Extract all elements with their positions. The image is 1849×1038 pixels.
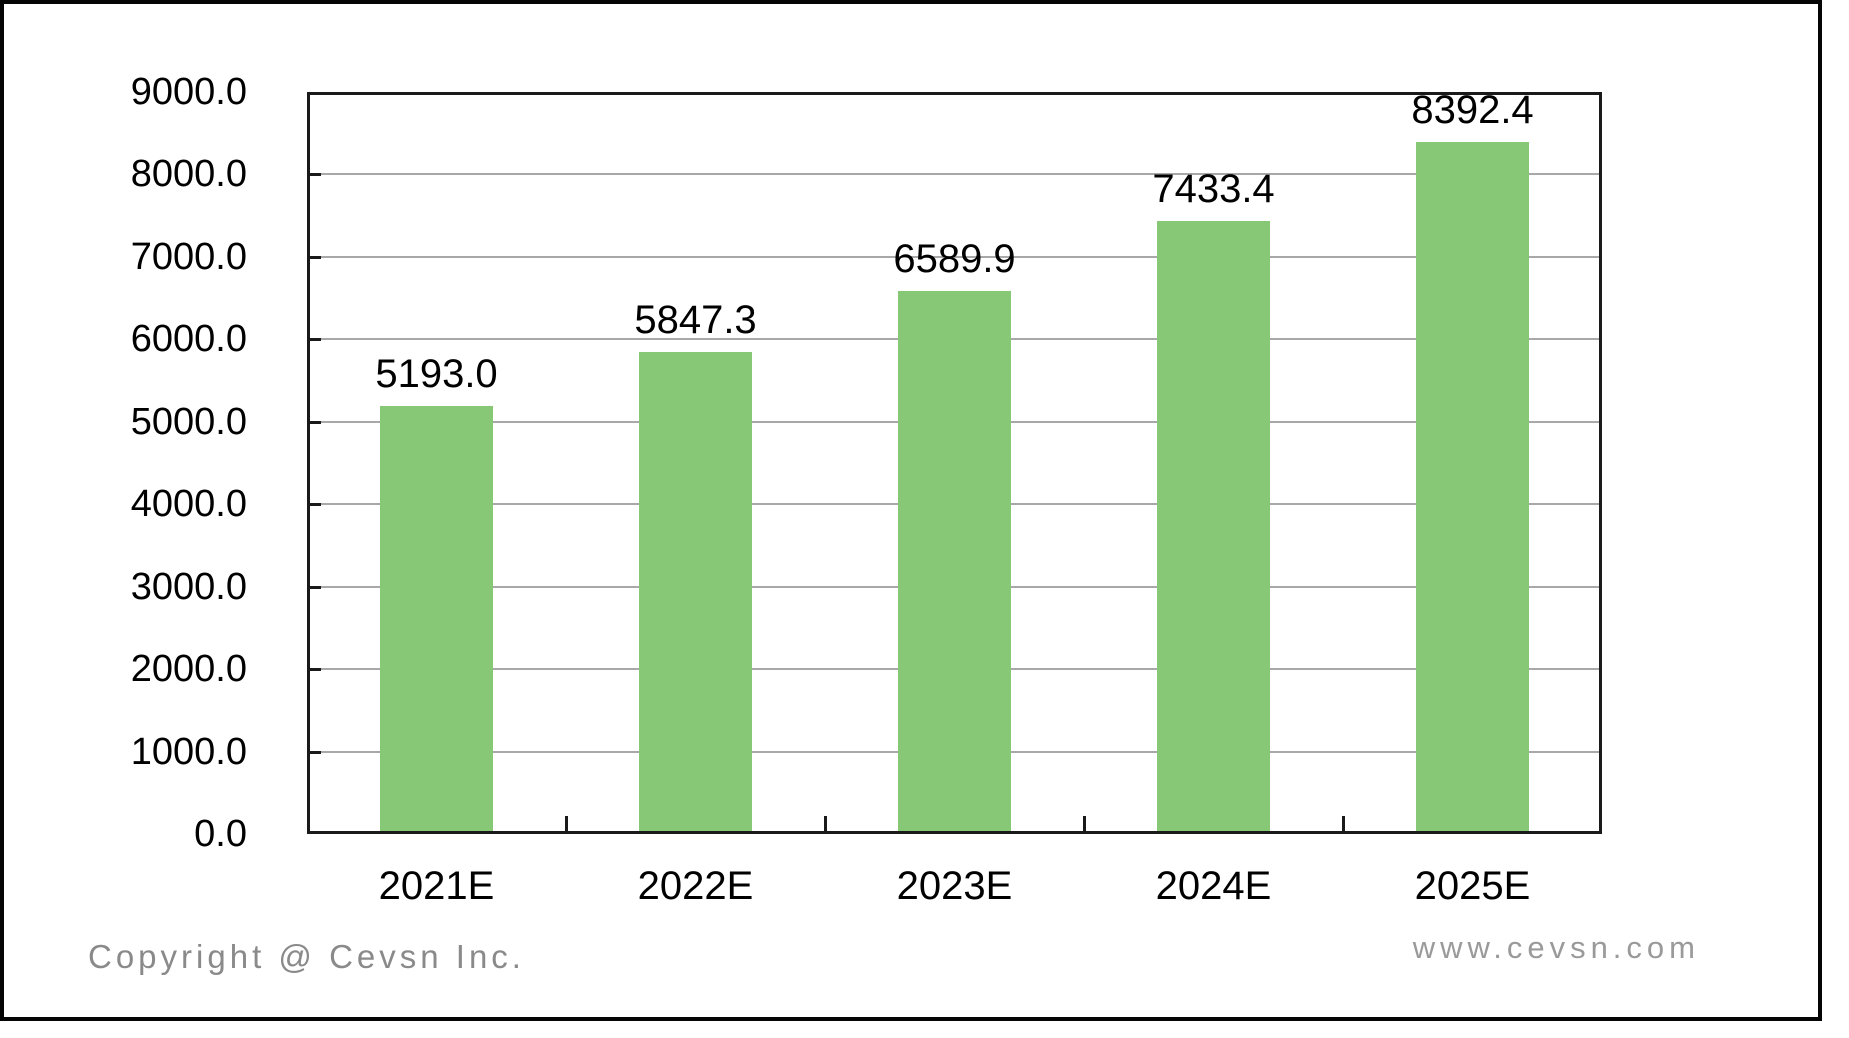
gridline (307, 173, 1602, 176)
y-axis-tick-label: 4000.0 (130, 483, 247, 526)
x-tick (824, 816, 827, 834)
bar-value-label: 5193.0 (375, 351, 498, 396)
y-axis-tick-label: 1000.0 (130, 730, 247, 773)
website-text: www.cevsn.com (1412, 930, 1700, 965)
y-axis-tick-label: 5000.0 (130, 400, 247, 443)
x-axis-tick-label: 2022E (637, 864, 754, 908)
y-tick (307, 338, 321, 342)
bar-2025E (1416, 142, 1529, 834)
y-axis-tick-label: 9000.0 (130, 71, 247, 113)
bar-2021E (380, 405, 493, 834)
copyright-text: Copyright @ Cevsn Inc. (88, 938, 525, 975)
y-tick (307, 255, 321, 259)
bar-value-label: 5847.3 (634, 297, 757, 342)
y-tick (307, 585, 321, 589)
bar-value-label: 8392.4 (1411, 88, 1534, 133)
y-tick (307, 420, 321, 424)
x-tick (565, 816, 568, 834)
gridline (307, 255, 1602, 258)
x-axis-tick-label: 2025E (1414, 864, 1531, 908)
y-axis-tick-label: 0.0 (194, 813, 247, 855)
bar-2023E (898, 290, 1011, 834)
y-axis-tick-label: 8000.0 (130, 153, 247, 196)
x-tick (1083, 816, 1086, 834)
y-axis-tick-label: 7000.0 (130, 235, 247, 278)
y-tick (307, 173, 321, 177)
y-tick (307, 750, 321, 754)
bar-value-label: 7433.4 (1152, 167, 1275, 212)
bar-2024E (1157, 221, 1270, 834)
y-tick (307, 503, 321, 507)
x-axis-tick-label: 2021E (378, 864, 495, 908)
x-axis-tick-label: 2023E (896, 864, 1013, 908)
x-axis-tick-label: 2024E (1155, 864, 1272, 908)
x-tick (1342, 816, 1345, 834)
y-axis: 0.0 1000.0 2000.0 3000.0 4000.0 5000.0 6000.0 7… (0, 0, 247, 1038)
y-axis-tick-label: 3000.0 (130, 565, 247, 608)
y-axis-tick-label: 6000.0 (130, 318, 247, 361)
y-tick (307, 668, 321, 672)
bar-2022E (639, 351, 752, 834)
y-axis-tick-label: 2000.0 (130, 648, 247, 691)
bar-value-label: 6589.9 (893, 236, 1016, 281)
